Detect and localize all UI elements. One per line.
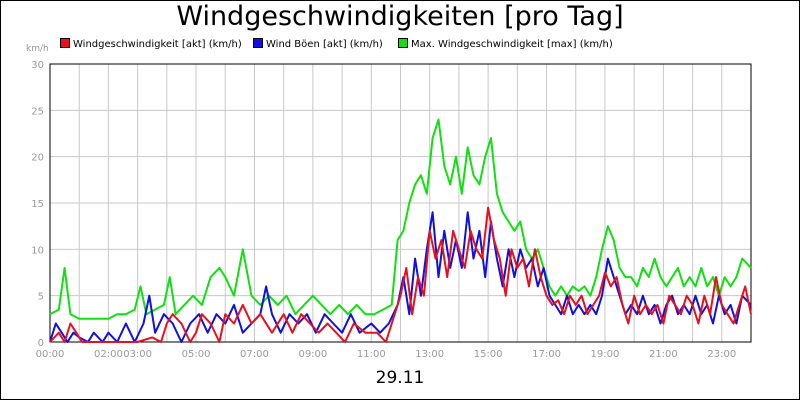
series-line-wind-speed xyxy=(49,206,752,343)
x-tick-label: 17:00 xyxy=(532,349,561,360)
legend-item-gusts: Wind Böen [akt] (km/h) xyxy=(253,38,383,50)
x-tick-label: 02:00 xyxy=(94,349,123,360)
legend-item-max-wind: Max. Windgeschwindigkeit [max] (km/h) xyxy=(398,38,613,50)
x-tick-label: 21:00 xyxy=(649,349,678,360)
legend-swatch-gusts xyxy=(253,38,263,48)
y-tick-label: 0 xyxy=(38,338,44,349)
legend-label-wind-speed: Windgeschwindigkeit [akt] (km/h) xyxy=(73,39,242,50)
date-label: 29.11 xyxy=(375,368,425,388)
chart-title: Windgeschwindigkeiten [pro Tag] xyxy=(176,1,624,32)
y-axis-unit-label: km/h xyxy=(26,44,49,54)
x-tick-label: 11:00 xyxy=(357,349,386,360)
y-tick-label: 10 xyxy=(31,245,44,256)
legend-item-wind-speed: Windgeschwindigkeit [akt] (km/h) xyxy=(60,38,242,50)
legend-swatch-wind-speed xyxy=(60,38,70,48)
series-line-gusts xyxy=(49,211,752,343)
y-tick-label: 30 xyxy=(31,60,44,71)
x-tick-label: 23:00 xyxy=(707,349,736,360)
legend-label-gusts: Wind Böen [akt] (km/h) xyxy=(266,39,383,50)
y-tick-label: 5 xyxy=(38,292,44,303)
x-tick-label: 13:00 xyxy=(415,349,444,360)
y-tick-label: 15 xyxy=(31,199,44,210)
x-tick-label: 07:00 xyxy=(240,349,269,360)
legend-label-max-wind: Max. Windgeschwindigkeit [max] (km/h) xyxy=(411,39,613,50)
x-tick-label: 05:00 xyxy=(182,349,211,360)
x-tick-label: 15:00 xyxy=(474,349,503,360)
x-tick-label: 03:00 xyxy=(123,349,152,360)
legend-swatch-max-wind xyxy=(398,38,408,48)
plot-border xyxy=(49,63,752,343)
x-tick-label: 00:00 xyxy=(36,349,65,360)
x-tick-label: 09:00 xyxy=(298,349,327,360)
y-tick-label: 25 xyxy=(31,106,44,117)
y-tick-label: 20 xyxy=(31,153,44,164)
series-line-max-wind xyxy=(49,118,752,320)
x-tick-label: 19:00 xyxy=(591,349,620,360)
